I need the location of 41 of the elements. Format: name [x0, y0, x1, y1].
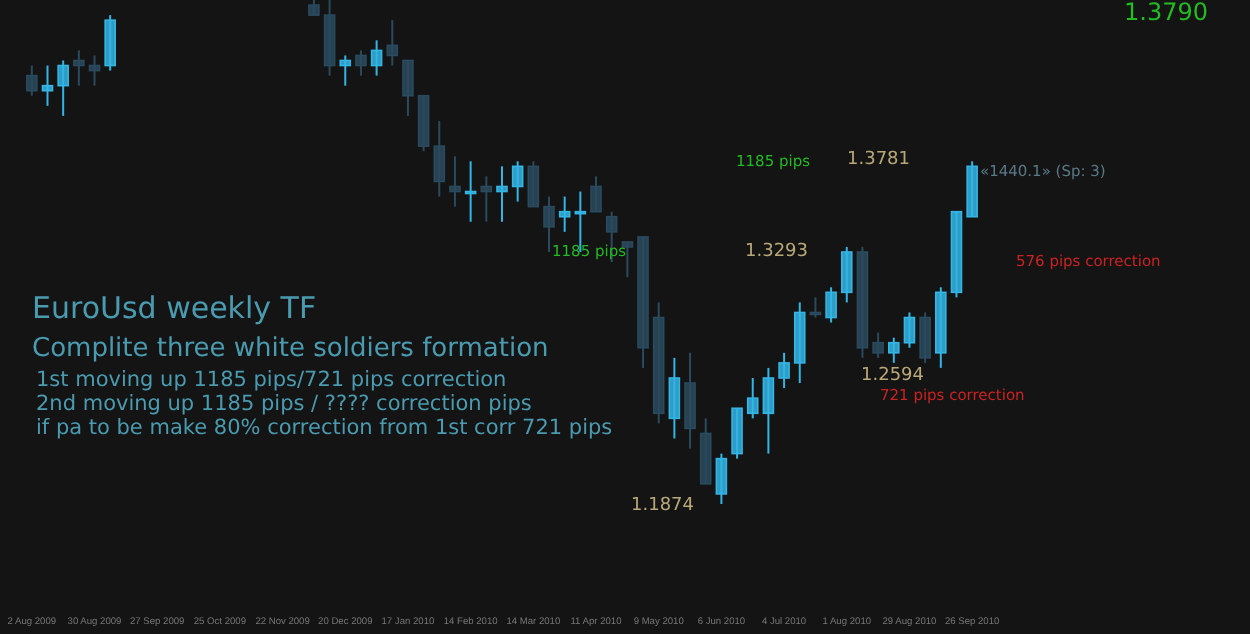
candlestick: [402, 59, 414, 117]
candlestick: [57, 59, 69, 117]
candlestick: [778, 351, 790, 390]
candlestick: [825, 286, 837, 324]
candlestick: [840, 245, 853, 304]
candlestick: [715, 452, 728, 504]
candlestick: [746, 377, 759, 420]
annotation: 1st moving up 1185 pips/721 pips correction: [36, 368, 507, 392]
candlestick: [731, 407, 743, 460]
text: 1.3790: [1124, 0, 1208, 26]
annotation: 1.3293: [745, 242, 808, 262]
candlestick: [449, 155, 461, 208]
candlestick: [73, 49, 85, 87]
candlestick: [355, 49, 367, 77]
annotation: if pa to be make 80% correction from 1st corr 721 pips: [36, 416, 613, 440]
candlestick: [386, 19, 399, 67]
candlestick: [527, 160, 540, 208]
candlestick: [887, 336, 900, 364]
annotation: 1.2594: [861, 366, 925, 386]
annotation: 1.3781: [847, 150, 910, 170]
candlestick: [872, 331, 884, 359]
candlestick: [26, 64, 38, 97]
candlestick: [684, 351, 696, 450]
annotation: 1.1874: [631, 496, 695, 516]
candlestick: [590, 175, 602, 213]
candlestick: [370, 39, 383, 77]
candlestick: [104, 14, 116, 72]
candlestick: [339, 54, 352, 87]
annotation: 2nd moving up 1185 pips / ???? correction pips: [36, 392, 532, 416]
candlestick: [511, 160, 524, 203]
candlestick: [668, 356, 681, 440]
annotation: Complite three white soldiers formation: [32, 334, 549, 364]
candlestick: [903, 311, 916, 349]
candlestick: [762, 366, 775, 455]
candlestick: [41, 64, 54, 107]
annotation: EuroUsd weekly TF: [32, 290, 317, 326]
candlestick: [919, 311, 931, 364]
candlestick: [543, 195, 555, 253]
candlestick: [558, 195, 571, 233]
candlestick: [496, 165, 508, 223]
candlestick: [433, 119, 446, 198]
